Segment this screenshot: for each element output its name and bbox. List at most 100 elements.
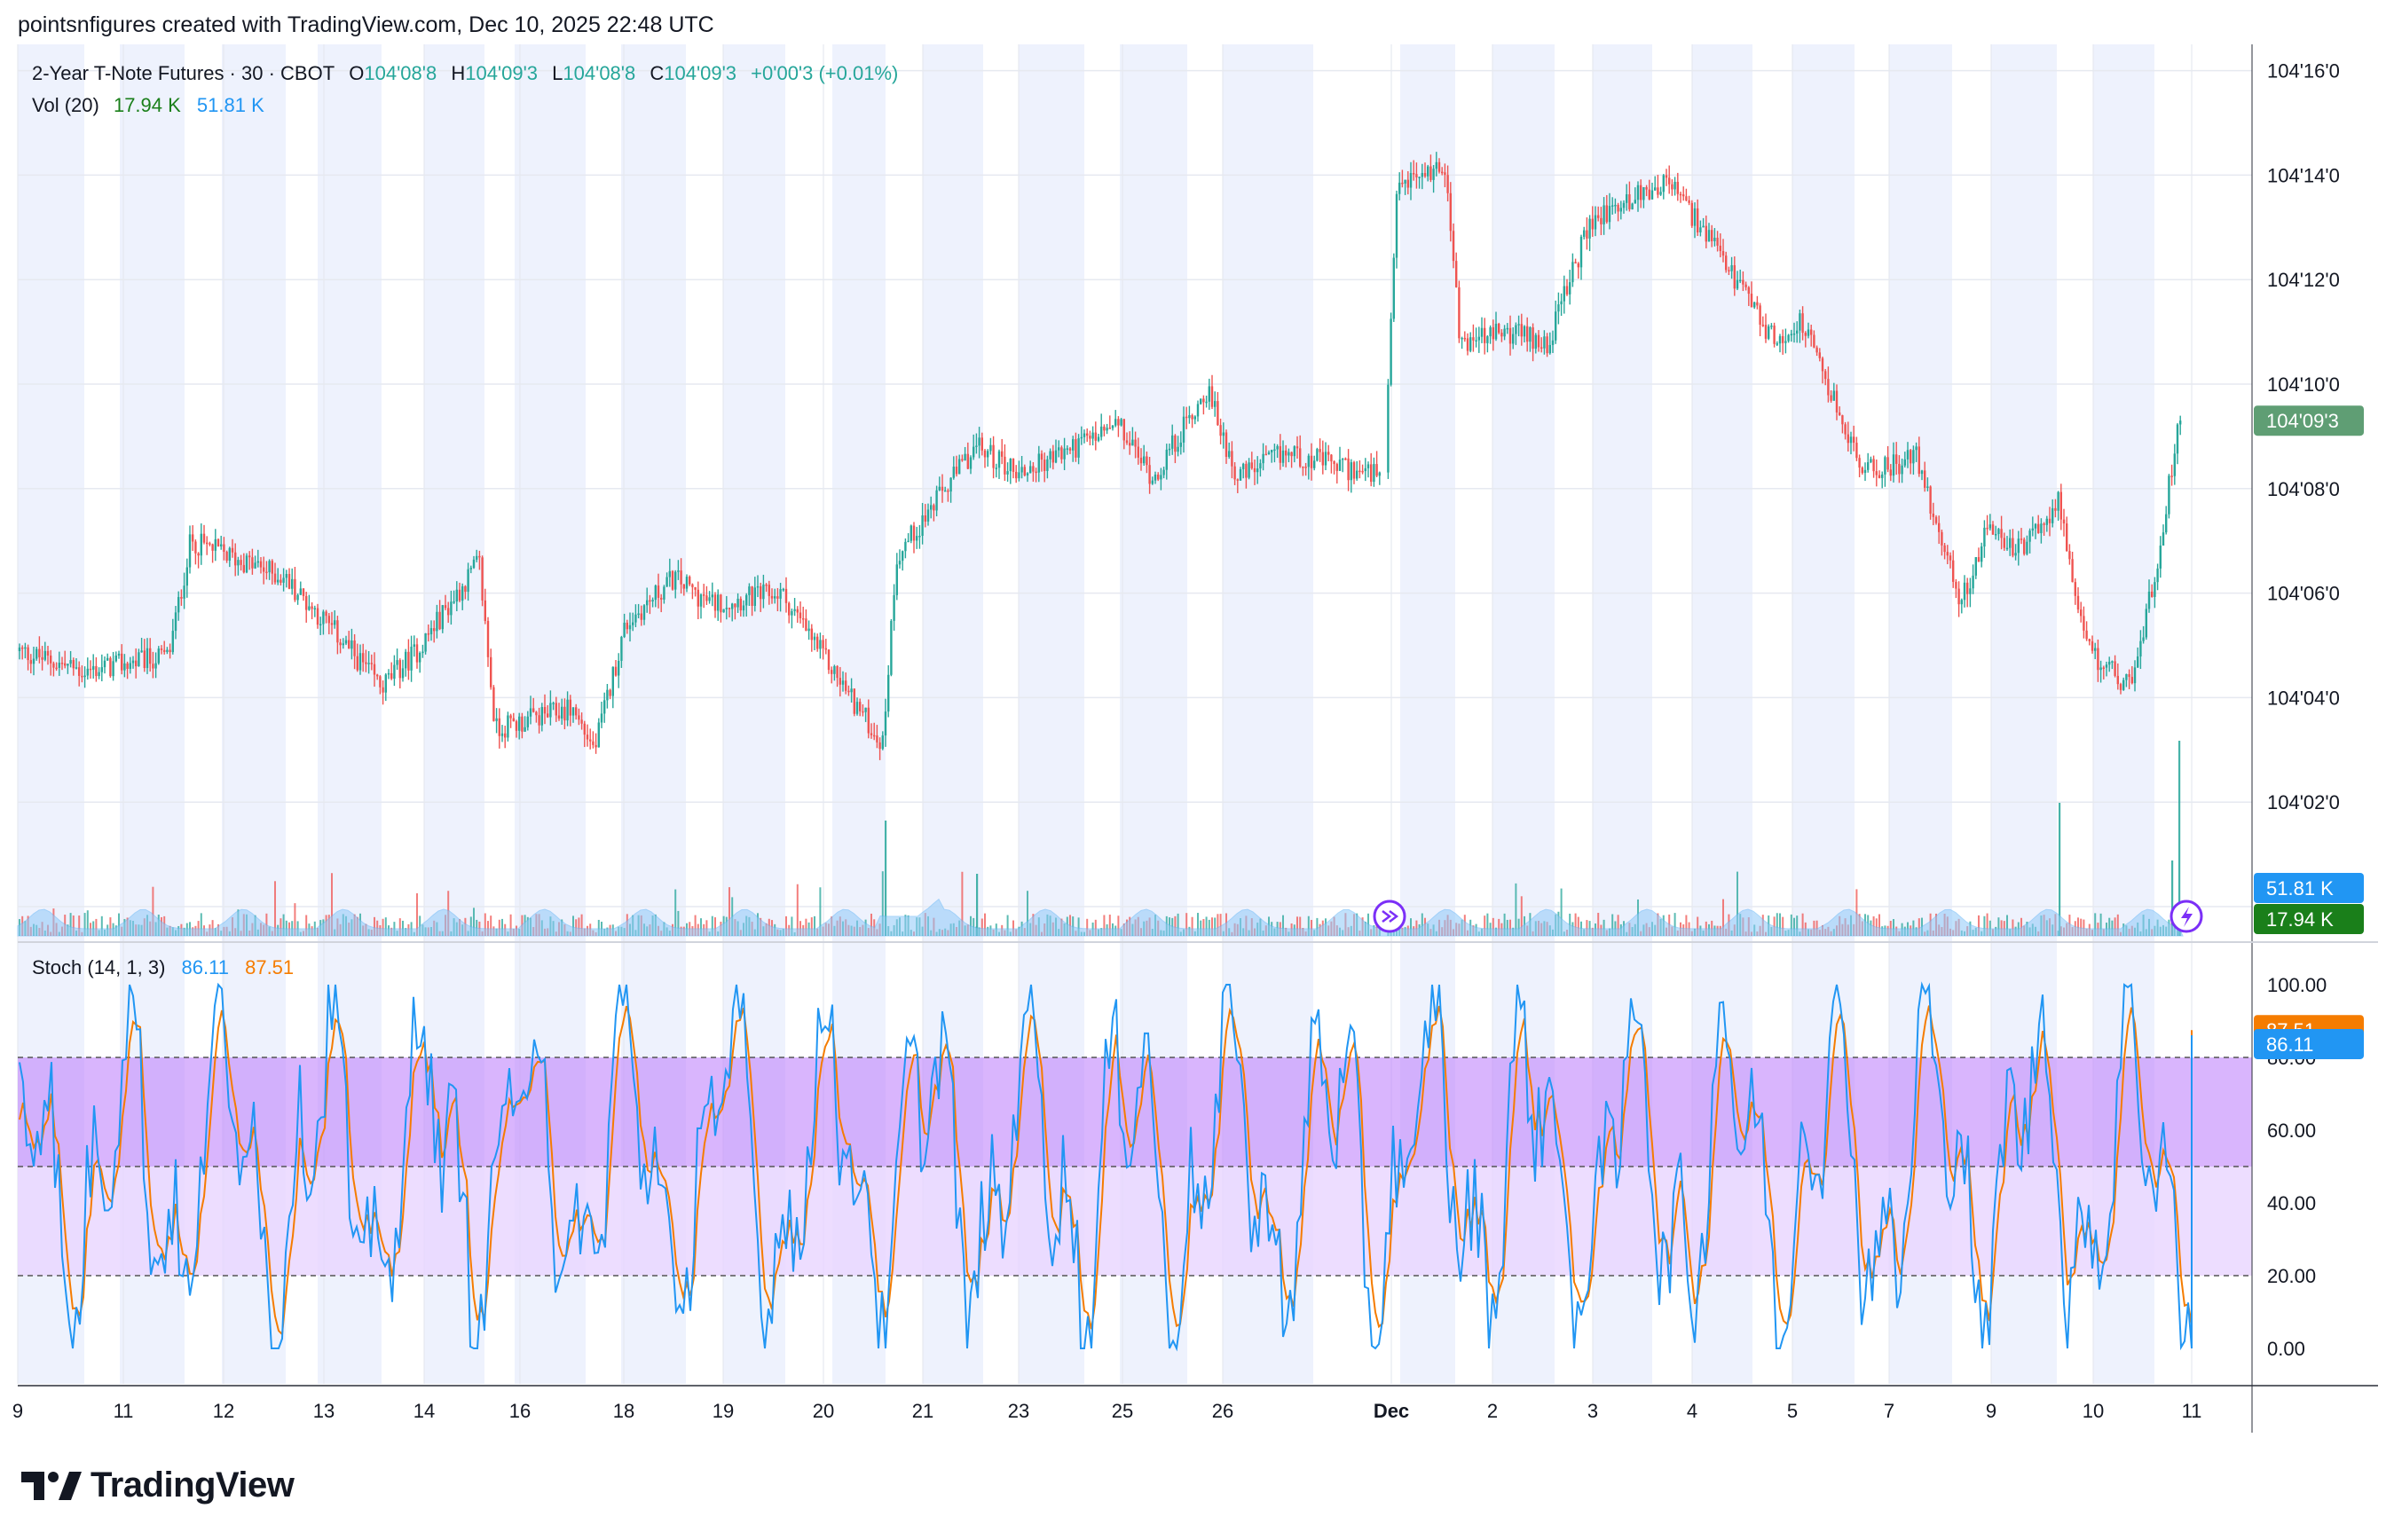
volume-bar bbox=[1077, 917, 1080, 936]
candle-body bbox=[2147, 591, 2151, 609]
candle-body bbox=[206, 542, 209, 545]
candle-body bbox=[2105, 664, 2108, 668]
candle-body bbox=[1157, 475, 1160, 480]
candle-body bbox=[1475, 340, 1477, 342]
candle-body bbox=[455, 589, 458, 602]
candle-body bbox=[344, 640, 348, 644]
time-tick-label: 20 bbox=[813, 1400, 834, 1422]
volume-bar bbox=[1782, 916, 1784, 936]
volume-bar bbox=[109, 917, 112, 936]
volume-bar bbox=[1617, 915, 1619, 936]
candle-body bbox=[751, 586, 753, 606]
candle-body bbox=[2116, 675, 2119, 685]
candle-body bbox=[952, 467, 955, 478]
candle-body bbox=[1319, 449, 1321, 452]
candle-body bbox=[1776, 343, 1778, 345]
candle-body bbox=[1784, 341, 1787, 343]
candle-body bbox=[1557, 304, 1560, 312]
candle-body bbox=[1702, 225, 1705, 228]
candle-body bbox=[1941, 531, 1943, 546]
candle-body bbox=[770, 595, 774, 599]
candle-body bbox=[1707, 230, 1711, 242]
candle-body bbox=[807, 628, 810, 632]
candle-body bbox=[1716, 237, 1719, 246]
candle-body bbox=[1418, 177, 1421, 178]
candle-body bbox=[2071, 559, 2074, 583]
volume-bar bbox=[728, 887, 730, 936]
candle-body bbox=[983, 450, 987, 458]
candle-body bbox=[1690, 202, 1693, 226]
volume-bar bbox=[2059, 803, 2061, 936]
candle-body bbox=[60, 663, 64, 664]
candle-body bbox=[353, 640, 356, 656]
candle-body bbox=[910, 525, 912, 541]
candle-body bbox=[1139, 457, 1143, 464]
volume-bar bbox=[984, 913, 986, 936]
volume-bar bbox=[1208, 919, 1210, 936]
candle-body bbox=[1327, 452, 1330, 455]
volume-bar bbox=[1560, 888, 1563, 936]
candle-body bbox=[1628, 194, 1631, 209]
candle-body bbox=[1665, 175, 1668, 178]
candle-body bbox=[1205, 401, 1208, 404]
time-tick-label: 7 bbox=[1884, 1400, 1894, 1422]
volume-bar bbox=[100, 915, 103, 936]
candle-body bbox=[810, 628, 813, 640]
rollover-marker-glyph bbox=[1382, 910, 1399, 923]
candle-body bbox=[1503, 328, 1506, 337]
candle-body bbox=[668, 570, 671, 578]
candle-body bbox=[231, 547, 234, 553]
candle-body bbox=[1790, 334, 1792, 336]
candle-body bbox=[1972, 575, 1974, 589]
candle-body bbox=[1688, 200, 1690, 203]
candle-body bbox=[1066, 448, 1068, 450]
candle-body bbox=[1719, 245, 1721, 252]
candle-body bbox=[1395, 193, 1398, 258]
candle-body bbox=[935, 490, 938, 511]
candle-body bbox=[1492, 326, 1494, 340]
candle-body bbox=[1949, 555, 1952, 561]
volume-bar bbox=[961, 871, 964, 936]
volume-bar bbox=[700, 918, 702, 936]
volume-badge bbox=[2254, 904, 2364, 934]
candle-body bbox=[997, 451, 1001, 468]
candle-body bbox=[1299, 448, 1302, 467]
candle-body bbox=[1344, 458, 1347, 460]
candle-body bbox=[742, 605, 745, 611]
candle-body bbox=[1697, 208, 1699, 232]
candle-body bbox=[484, 600, 486, 621]
candle-body bbox=[1555, 311, 1557, 341]
candle-body bbox=[583, 723, 586, 735]
candle-body bbox=[569, 699, 571, 716]
candle-body bbox=[1324, 452, 1327, 466]
candle-body bbox=[1611, 205, 1614, 207]
candle-body bbox=[1841, 415, 1844, 425]
candle-body bbox=[83, 675, 86, 678]
candle-body bbox=[1304, 467, 1307, 468]
volume-bar bbox=[1515, 883, 1517, 936]
candle-body bbox=[944, 490, 947, 492]
candle-body bbox=[1645, 187, 1648, 190]
volume-bar bbox=[416, 892, 418, 936]
candle-body bbox=[1387, 384, 1390, 473]
candle-body bbox=[526, 716, 529, 727]
volume-bar bbox=[674, 889, 677, 936]
candle-body bbox=[1191, 415, 1193, 420]
candle-body bbox=[734, 603, 736, 608]
candle-body bbox=[973, 446, 975, 458]
tradingview-logo[interactable]: TradingView bbox=[20, 1465, 295, 1505]
candle-body bbox=[35, 648, 38, 659]
volume-bar bbox=[1219, 914, 1222, 936]
candle-body bbox=[469, 568, 472, 570]
candle-body bbox=[1356, 470, 1358, 479]
candle-body bbox=[589, 739, 592, 742]
candle-body bbox=[325, 611, 327, 617]
candle-body bbox=[1818, 352, 1821, 358]
candle-body bbox=[254, 562, 256, 569]
candle-body bbox=[611, 666, 614, 696]
candle-body bbox=[1839, 412, 1841, 416]
volume-bar bbox=[711, 915, 713, 936]
candle-body bbox=[1347, 458, 1350, 481]
candle-body bbox=[365, 662, 367, 664]
